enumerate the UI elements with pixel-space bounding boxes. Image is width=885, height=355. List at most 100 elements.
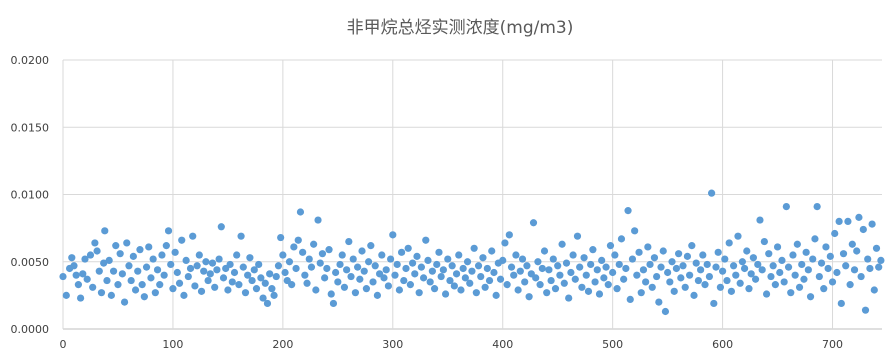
data-point [288,281,296,289]
data-point [795,283,804,291]
data-point [740,264,749,273]
data-point [549,255,557,263]
data-point [127,276,135,285]
data-point [301,271,309,279]
data-point [285,258,294,266]
data-point [347,272,355,281]
data-point [217,223,225,231]
data-point [708,189,716,197]
data-point [705,272,714,281]
data-point [499,256,507,265]
data-point [496,275,505,283]
data-point [334,278,342,286]
chart-title: 非甲烷总烃实测浓度(mg/m3) [347,18,574,38]
data-point [780,278,788,286]
data-point [565,294,573,302]
data-point [351,289,360,297]
data-point [470,244,478,252]
data-point [446,276,454,285]
data-point [312,286,320,294]
data-point [677,274,685,282]
data-point [477,272,485,281]
data-point [762,290,771,298]
data-point [59,272,67,281]
data-point [129,252,137,260]
data-point [787,289,795,297]
data-point [457,286,465,294]
data-point [474,262,483,270]
data-point [738,258,746,266]
data-point [81,255,89,263]
data-point [813,203,821,211]
data-point [138,281,146,289]
data-point [492,291,500,299]
data-point [120,298,129,306]
data-point [140,293,148,301]
data-point [72,271,80,279]
data-point [554,262,562,270]
data-point [118,270,126,278]
data-point [681,283,689,291]
data-point [439,266,447,274]
data-point [864,255,872,263]
data-point [637,289,645,297]
data-point [598,256,606,265]
data-point [571,275,579,283]
data-point [655,298,663,306]
data-point [292,264,300,273]
data-point [545,266,553,274]
data-point [868,220,876,228]
data-point [624,207,632,215]
data-point [397,248,406,256]
data-point [872,244,881,252]
data-point [321,274,329,282]
data-point [303,279,311,287]
data-point [675,250,683,258]
data-point [591,278,599,286]
data-point [294,236,302,244]
data-point [169,285,177,293]
data-point [180,291,188,299]
data-point [136,246,144,254]
data-point [228,278,236,286]
data-point [778,256,786,265]
data-point [145,243,153,251]
data-point [866,264,874,273]
data-point [573,232,582,240]
data-point [444,255,452,263]
data-point [815,272,823,281]
data-point [587,260,595,269]
data-point [670,287,678,295]
x-tick-label: 500 [602,338,623,351]
data-point [197,287,206,295]
data-point [562,259,571,267]
data-point [186,264,195,273]
data-point [703,260,711,269]
data-point [503,281,511,289]
data-point [639,266,648,274]
data-point [83,275,91,283]
data-point [697,266,705,274]
data-point [844,217,852,225]
data-point [569,251,577,259]
data-point [230,268,239,277]
data-point [620,275,628,283]
data-point [365,258,373,266]
data-point [580,254,588,262]
data-point [540,247,549,255]
data-point [395,286,403,294]
data-point [547,276,555,285]
data-point [793,240,801,248]
data-point [771,281,779,289]
data-point [749,254,757,262]
data-point [261,279,269,287]
data-point [521,278,529,286]
data-point [701,281,709,289]
data-point [468,267,476,275]
data-point [404,244,412,252]
data-point [606,242,615,250]
data-point [773,243,782,251]
data-point [595,290,604,298]
data-point [622,264,630,273]
data-point [200,267,208,275]
